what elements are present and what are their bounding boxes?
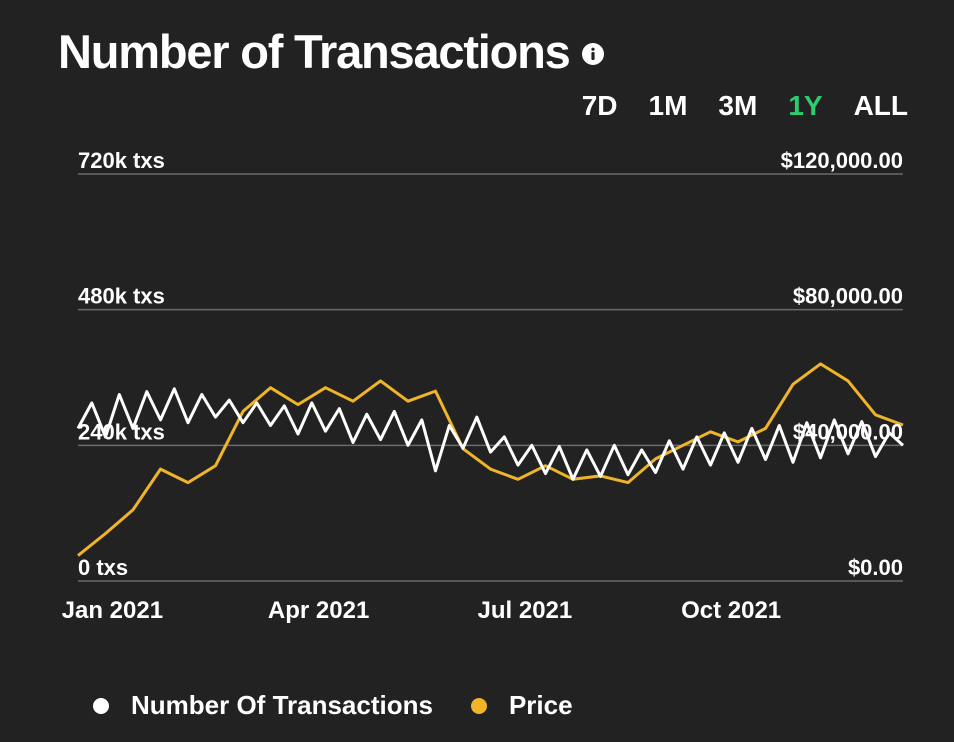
- range-all[interactable]: ALL: [853, 90, 908, 121]
- time-range-selector: 7D 1M 3M 1Y ALL: [582, 90, 908, 122]
- y-right-tick-label: $40,000.00: [793, 419, 903, 444]
- y-left-tick-label: 0 txs: [78, 555, 128, 580]
- range-3m[interactable]: 3M: [718, 90, 758, 121]
- x-tick-label: Jul 2021: [478, 597, 573, 624]
- x-tick-label: Oct 2021: [681, 597, 781, 624]
- info-icon[interactable]: [581, 43, 604, 65]
- title-row: Number of Transactions: [58, 22, 604, 82]
- legend-swatch-transactions: [93, 697, 109, 714]
- range-7d[interactable]: 7D: [581, 90, 618, 121]
- y-left-tick-label: 720k txs: [78, 148, 165, 173]
- transactions-line: [76, 387, 905, 481]
- page-title: Number of Transactions: [58, 25, 571, 78]
- price-line: [77, 362, 904, 557]
- x-tick-label: Apr 2021: [268, 597, 369, 624]
- range-1m[interactable]: 1M: [648, 90, 688, 121]
- range-1y[interactable]: 1Y: [788, 90, 823, 121]
- y-right-tick-label: $80,000.00: [793, 284, 903, 309]
- y-left-tick-label: 240k txs: [78, 419, 165, 444]
- y-right-tick-label: $0.00: [848, 555, 903, 580]
- legend-item-transactions[interactable]: Number Of Transactions: [93, 690, 433, 721]
- legend-label-transactions: Number Of Transactions: [131, 690, 433, 720]
- chart-legend: Number Of Transactions Price: [93, 690, 611, 721]
- y-right-tick-label: $120,000.00: [781, 148, 903, 173]
- x-tick-label: Jan 2021: [62, 597, 163, 624]
- legend-item-price[interactable]: Price: [470, 690, 573, 721]
- legend-swatch-price: [470, 697, 487, 714]
- legend-label-price: Price: [508, 690, 573, 720]
- y-left-tick-label: 480k txs: [78, 284, 165, 309]
